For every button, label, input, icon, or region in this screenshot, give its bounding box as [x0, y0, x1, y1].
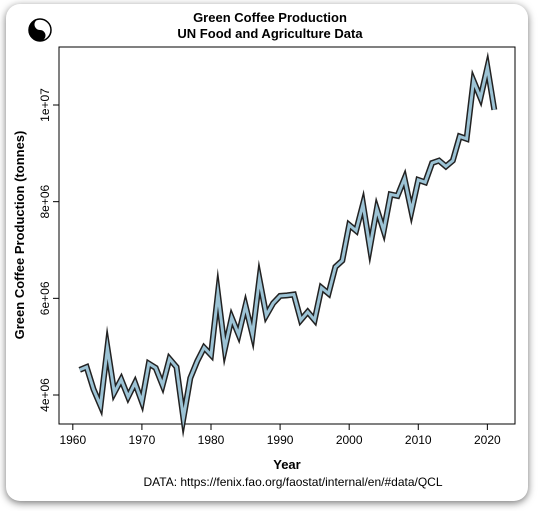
- y-tick-label: 4e+06: [38, 378, 52, 412]
- series-line-outline: [78, 51, 498, 438]
- chart-card: Green Coffee Production UN Food and Agri…: [6, 4, 528, 501]
- x-tick-label: 1990: [267, 433, 294, 447]
- series-group: [78, 51, 498, 438]
- plot-frame: [58, 46, 516, 425]
- chart-subtitle: UN Food and Agriculture Data: [177, 26, 363, 41]
- x-axis-label: Year: [273, 457, 300, 472]
- chart-svg: Green Coffee Production UN Food and Agri…: [12, 10, 516, 489]
- y-axis-label: Green Coffee Production (tonnes): [12, 131, 27, 340]
- chart-title: Green Coffee Production: [193, 10, 347, 25]
- y-tick-label: 8e+06: [38, 184, 52, 218]
- x-tick-label: 1980: [198, 433, 225, 447]
- y-tick-label: 1e+07: [38, 88, 52, 122]
- source-note: DATA: https://fenix.fao.org/faostat/inte…: [143, 475, 442, 489]
- axis-ticks: 1960 1970 1980 1990 2000 2010 2020 4e+06 6e+06 8e…: [38, 88, 501, 447]
- yin-yang-icon: [28, 18, 52, 42]
- series-line: [79, 59, 496, 429]
- x-tick-label: 2000: [336, 433, 363, 447]
- x-tick-label: 1970: [129, 433, 156, 447]
- x-tick-label: 1960: [59, 433, 86, 447]
- x-tick-label: 2010: [405, 433, 432, 447]
- y-tick-label: 6e+06: [38, 281, 52, 315]
- x-tick-label: 2020: [474, 433, 501, 447]
